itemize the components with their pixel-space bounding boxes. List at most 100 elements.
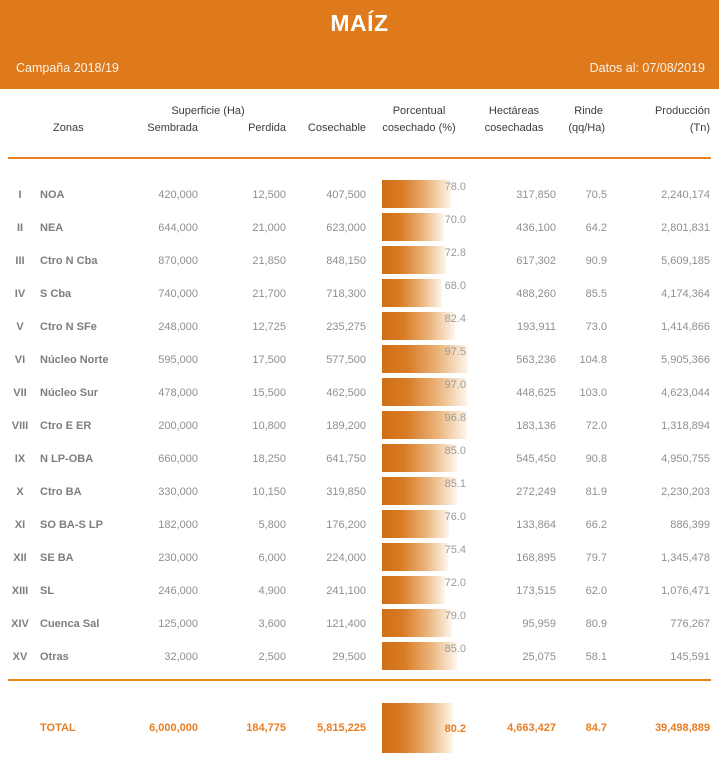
rinde-value: 73.0 [585, 320, 607, 333]
rinde-value: 64.2 [585, 221, 607, 234]
sembrada-value: 248,000 [158, 320, 198, 333]
harvest-bar [382, 576, 446, 604]
hectareas-value: 617,302 [516, 254, 556, 267]
harvest-bar-cell: 72.8 [366, 244, 472, 277]
produccion-value: 2,230,203 [661, 485, 710, 498]
header-sembrada: Sembrada [147, 122, 198, 134]
hectareas-value: 193,911 [517, 320, 556, 333]
rinde-value: 104.8 [579, 353, 607, 366]
cosechable-value: 623,000 [326, 221, 366, 234]
total-cosechable-value: 5,815,225 [317, 722, 366, 734]
zone-numeral: III [15, 254, 25, 267]
perdida-value: 3,600 [258, 617, 286, 630]
porcentual-value: 82.4 [444, 313, 466, 325]
porcentual-value: 76.0 [444, 511, 466, 523]
sembrada-value: 644,000 [158, 221, 198, 234]
harvest-bar-cell: 76.0 [366, 508, 472, 541]
perdida-value: 2,500 [258, 650, 286, 663]
table-row: V Ctro N SFe 248,000 12,725 235,275 82.4… [0, 310, 719, 343]
rinde-value: 66.2 [585, 518, 607, 531]
total-harvest-bar [382, 703, 453, 753]
table-row: III Ctro N Cba 870,000 21,850 848,150 72… [0, 244, 719, 277]
produccion-value: 2,240,174 [661, 188, 710, 201]
header-superficie-group: Superficie (Ha) [171, 105, 245, 117]
zone-numeral: V [16, 320, 24, 333]
harvest-bar [382, 444, 457, 472]
table-row: IV S Cba 740,000 21,700 718,300 68.0 488… [0, 277, 719, 310]
cosechable-value: 848,150 [326, 254, 366, 267]
harvest-bar [382, 312, 455, 340]
header-zonas: Zonas [53, 122, 84, 134]
produccion-value: 4,623,044 [661, 386, 710, 399]
rinde-value: 70.5 [585, 188, 607, 201]
total-row: TOTAL 6,000,000 184,775 5,815,225 80.2 4… [0, 703, 719, 753]
rinde-value: 103.0 [579, 386, 607, 399]
produccion-value: 4,174,364 [661, 287, 710, 300]
harvest-bar-cell: 68.0 [366, 277, 472, 310]
total-porcentual-value: 80.2 [444, 723, 466, 735]
harvest-bar [382, 279, 442, 307]
table-row: VI Núcleo Norte 595,000 17,500 577,500 9… [0, 343, 719, 376]
harvest-bar-cell: 75.4 [366, 541, 472, 574]
zone-name: SL [40, 584, 55, 597]
zone-name: N LP-OBA [40, 452, 94, 465]
table-row: IX N LP-OBA 660,000 18,250 641,750 85.0 … [0, 442, 719, 475]
cosechable-value: 235,275 [326, 320, 366, 333]
porcentual-value: 85.0 [444, 643, 466, 655]
cosechable-value: 176,200 [326, 518, 366, 531]
perdida-value: 21,850 [252, 254, 286, 267]
table-row: X Ctro BA 330,000 10,150 319,850 85.1 27… [0, 475, 719, 508]
total-hectareas-value: 4,663,427 [507, 722, 556, 734]
hectareas-value: 173,515 [516, 584, 556, 597]
rinde-value: 81.9 [585, 485, 607, 498]
zone-name: Ctro N Cba [40, 254, 98, 267]
harvest-bar-cell: 97.0 [366, 376, 472, 409]
total-divider [8, 679, 711, 681]
harvest-bar-cell: 79.0 [366, 607, 472, 640]
header-hectareas-line2: cosechadas [484, 121, 544, 134]
zone-numeral: XIV [11, 617, 29, 630]
produccion-value: 1,414,866 [661, 320, 710, 333]
produccion-value: 1,318,894 [661, 419, 710, 432]
perdida-value: 10,150 [252, 485, 286, 498]
porcentual-value: 79.0 [444, 610, 466, 622]
table-row: XII SE BA 230,000 6,000 224,000 75.4 168… [0, 541, 719, 574]
zone-name: Ctro N SFe [40, 320, 97, 333]
zone-numeral: II [16, 221, 24, 234]
porcentual-value: 96.8 [444, 412, 466, 424]
report-title: MAÍZ [330, 10, 389, 36]
cosechable-value: 407,500 [326, 188, 366, 201]
sembrada-value: 182,000 [158, 518, 198, 531]
sembrada-value: 32,000 [164, 650, 198, 663]
total-rinde-value: 84.7 [585, 722, 607, 734]
perdida-value: 21,000 [252, 221, 286, 234]
table-header: Superficie (Ha) Porcentual Hectáreas Rin… [0, 103, 719, 137]
total-sembrada-value: 6,000,000 [149, 722, 198, 734]
hectareas-value: 272,249 [516, 485, 556, 498]
porcentual-value: 75.4 [444, 544, 466, 556]
zone-numeral: X [16, 485, 24, 498]
header-produccion-line2: (Tn) [689, 121, 710, 134]
porcentual-value: 70.0 [444, 214, 466, 226]
sembrada-value: 330,000 [158, 485, 198, 498]
header-produccion-line1: Producción [654, 104, 710, 117]
cosechable-value: 189,200 [326, 419, 366, 432]
sembrada-value: 740,000 [158, 287, 198, 300]
harvest-bar [382, 180, 451, 208]
zone-name: NEA [40, 221, 64, 234]
total-perdida-value: 184,775 [246, 722, 286, 734]
zone-name: Núcleo Sur [40, 386, 99, 399]
porcentual-value: 72.0 [444, 577, 466, 589]
total-label: TOTAL [40, 722, 76, 734]
header-perdida: Perdida [248, 122, 286, 134]
harvest-bar-cell: 97.5 [366, 343, 472, 376]
hectareas-value: 25,075 [522, 650, 556, 663]
cosechable-value: 577,500 [326, 353, 366, 366]
hectareas-value: 95,959 [522, 617, 556, 630]
hectareas-value: 168,895 [516, 551, 556, 564]
perdida-value: 6,000 [258, 551, 286, 564]
zone-numeral: XV [12, 650, 28, 663]
harvest-bar [382, 246, 447, 274]
cosechable-value: 462,500 [326, 386, 366, 399]
header-rinde-line1: Rinde [574, 104, 603, 117]
